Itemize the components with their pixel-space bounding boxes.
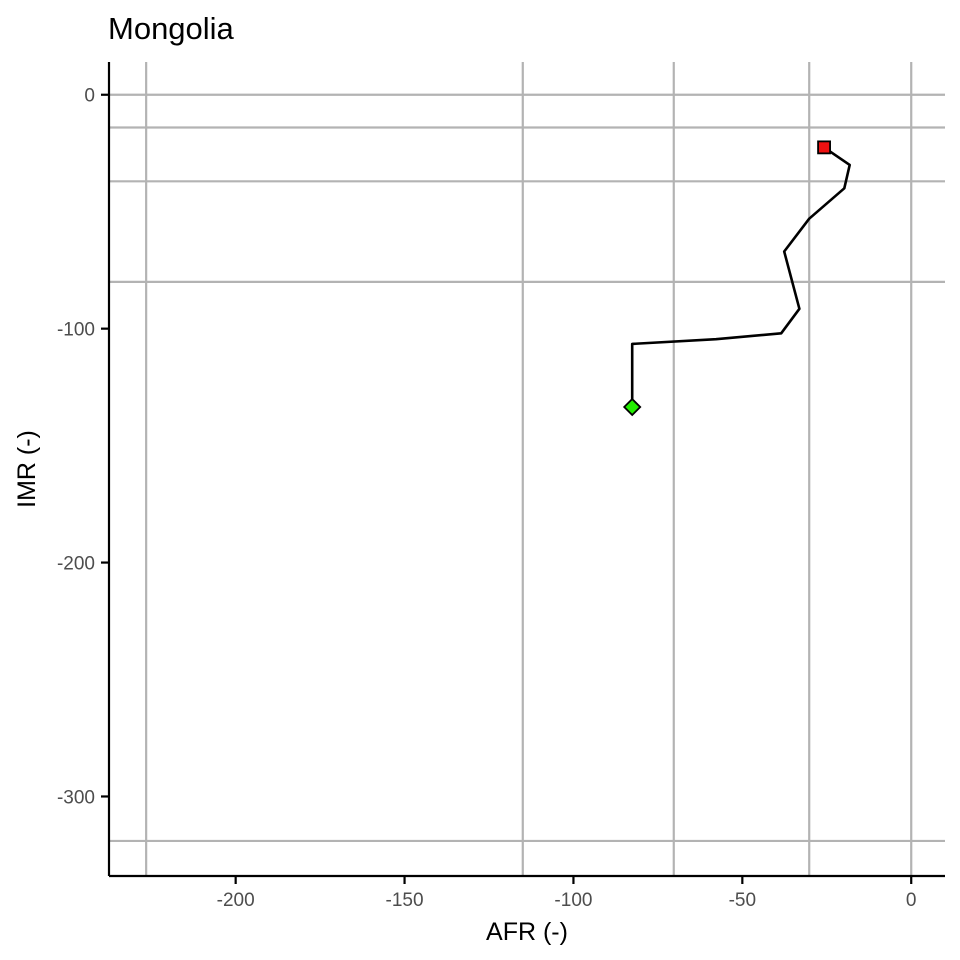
y-tick-label-2: -200 [57, 554, 95, 575]
markers [622, 140, 831, 417]
x-tick-label-0: -200 [217, 890, 255, 911]
chart-title: Mongolia [108, 11, 235, 46]
y-axis-ticks: 0 -100 -200 -300 [57, 86, 109, 808]
x-axis-ticks: -200 -150 -100 -50 0 [217, 876, 917, 911]
x-tick-label-1: -150 [386, 890, 424, 911]
reference-lines [109, 62, 945, 876]
start-marker-diamond [622, 397, 642, 417]
y-tick-label-3: -300 [57, 787, 95, 808]
x-axis-title: AFR (-) [486, 918, 568, 946]
x-tick-label-4: 0 [906, 890, 917, 911]
y-tick-label-0: 0 [84, 86, 95, 107]
x-tick-label-2: -100 [554, 890, 592, 911]
y-tick-label-1: -100 [57, 320, 95, 341]
trajectory-line [630, 146, 851, 407]
y-axis-title: IMR (-) [13, 430, 41, 508]
x-tick-label-3: -50 [729, 890, 756, 911]
end-marker-square [817, 140, 831, 155]
